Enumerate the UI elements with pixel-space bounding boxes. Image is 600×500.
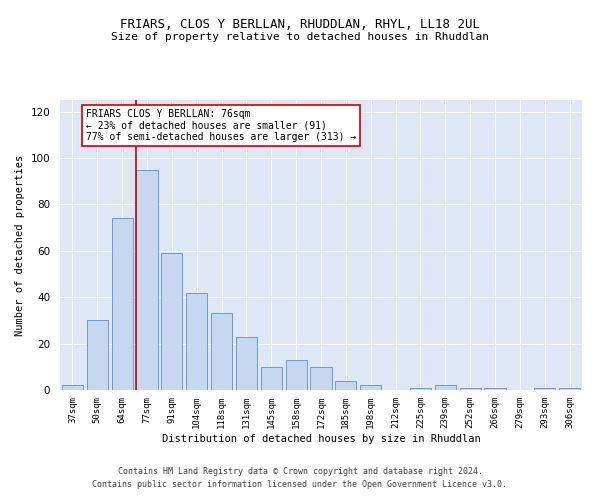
Bar xyxy=(261,367,282,390)
Bar xyxy=(410,388,431,390)
Bar xyxy=(534,388,555,390)
Bar xyxy=(136,170,158,390)
Text: Contains HM Land Registry data © Crown copyright and database right 2024.: Contains HM Land Registry data © Crown c… xyxy=(118,467,482,476)
Bar xyxy=(286,360,307,390)
Bar xyxy=(460,388,481,390)
Text: FRIARS CLOS Y BERLLAN: 76sqm
← 23% of detached houses are smaller (91)
77% of se: FRIARS CLOS Y BERLLAN: 76sqm ← 23% of de… xyxy=(86,110,356,142)
Bar xyxy=(211,314,232,390)
X-axis label: Distribution of detached houses by size in Rhuddlan: Distribution of detached houses by size … xyxy=(161,434,481,444)
Bar xyxy=(112,218,133,390)
Bar xyxy=(62,386,83,390)
Bar xyxy=(335,380,356,390)
Text: Contains public sector information licensed under the Open Government Licence v3: Contains public sector information licen… xyxy=(92,480,508,489)
Bar xyxy=(161,253,182,390)
Bar xyxy=(236,336,257,390)
Bar xyxy=(484,388,506,390)
Bar xyxy=(435,386,456,390)
Bar xyxy=(559,388,580,390)
Text: Size of property relative to detached houses in Rhuddlan: Size of property relative to detached ho… xyxy=(111,32,489,42)
Bar xyxy=(310,367,332,390)
Bar xyxy=(360,386,381,390)
Bar xyxy=(87,320,108,390)
Text: FRIARS, CLOS Y BERLLAN, RHUDDLAN, RHYL, LL18 2UL: FRIARS, CLOS Y BERLLAN, RHUDDLAN, RHYL, … xyxy=(120,18,480,30)
Y-axis label: Number of detached properties: Number of detached properties xyxy=(15,154,25,336)
Bar xyxy=(186,292,207,390)
